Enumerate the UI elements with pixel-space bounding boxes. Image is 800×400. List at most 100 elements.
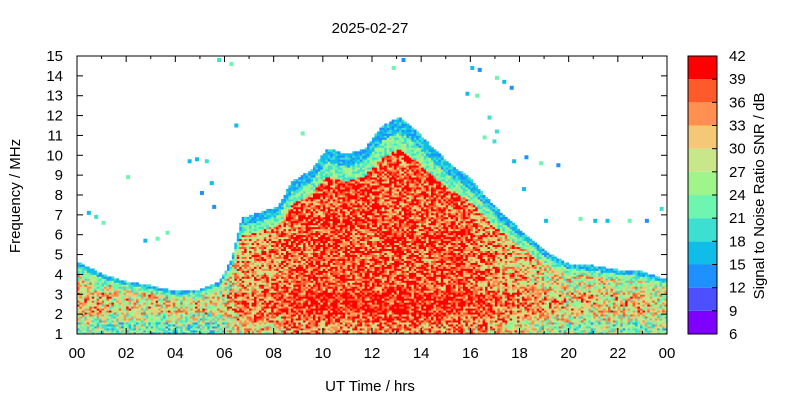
heatmap-cell	[214, 304, 218, 307]
heatmap-cell	[155, 306, 159, 309]
heatmap-cell	[160, 332, 164, 335]
heatmap-cell	[276, 288, 279, 291]
heatmap-cell	[224, 286, 228, 289]
heatmap-cell	[295, 218, 299, 222]
heatmap-cell	[175, 324, 179, 327]
heatmap-cell	[108, 308, 112, 311]
heatmap-cell	[187, 292, 191, 295]
heatmap-cell	[182, 298, 186, 301]
heatmap-cell	[256, 262, 260, 265]
heatmap-cell	[234, 292, 238, 295]
heatmap-cell	[290, 268, 294, 271]
heatmap-cell	[136, 330, 139, 333]
heatmap-cell	[153, 298, 157, 301]
heatmap-cell	[94, 328, 98, 331]
heatmap-cell	[148, 332, 152, 335]
heatmap-cell	[288, 234, 292, 238]
heatmap-cell	[244, 308, 248, 311]
heatmap-cell	[219, 286, 223, 289]
heatmap-cell	[246, 256, 250, 259]
heatmap-cell	[273, 304, 277, 307]
heatmap-cell	[278, 256, 282, 259]
heatmap-cell	[202, 332, 206, 335]
heatmap-cell	[199, 312, 203, 315]
heatmap-cell	[283, 300, 287, 303]
heatmap-cell	[202, 328, 206, 331]
heatmap-cell	[281, 274, 284, 277]
heatmap-cell	[79, 316, 83, 319]
heatmap-cell	[251, 236, 255, 240]
heatmap-cell	[123, 294, 127, 297]
heatmap-cell	[195, 310, 198, 313]
heatmap-cell	[163, 292, 166, 295]
heatmap-cell	[283, 308, 287, 311]
heatmap-cell	[295, 183, 299, 186]
heatmap-cell	[246, 296, 250, 299]
heatmap-cell	[91, 304, 95, 307]
heatmap-cell	[128, 330, 132, 333]
heatmap-cell	[293, 196, 297, 200]
heatmap-cell	[209, 290, 213, 293]
heatmap-cell	[261, 318, 265, 321]
heatmap-cell	[266, 314, 270, 317]
heatmap-cell	[160, 298, 164, 301]
heatmap-cell	[285, 222, 289, 226]
heatmap-cell	[263, 306, 267, 309]
heatmap-cell	[293, 212, 297, 216]
heatmap-cell	[84, 316, 88, 319]
heatmap-cell	[81, 312, 85, 315]
heatmap-cell	[133, 328, 137, 331]
heatmap-cell	[209, 328, 213, 331]
heatmap-cell	[283, 222, 287, 226]
heatmap-cell	[234, 330, 238, 333]
heatmap-cell	[84, 330, 88, 333]
heatmap-cell	[133, 284, 137, 287]
heatmap-cell	[133, 318, 137, 321]
heatmap-cell	[222, 284, 225, 287]
heatmap-cell	[254, 220, 257, 224]
heatmap-cell	[290, 189, 294, 192]
heatmap-cell	[101, 278, 105, 281]
heatmap-cell	[209, 314, 213, 317]
heatmap-cell	[258, 236, 262, 240]
heatmap-cell	[293, 266, 297, 269]
heatmap-cell	[187, 290, 191, 293]
heatmap-cell	[113, 306, 117, 309]
heatmap-cell	[249, 322, 252, 325]
heatmap-cell	[290, 214, 294, 218]
heatmap-cell	[327, 149, 331, 152]
heatmap-cell	[278, 318, 282, 321]
heatmap-cell	[288, 206, 292, 210]
heatmap-cell	[128, 304, 132, 307]
heatmap-cell	[126, 282, 130, 285]
heatmap-cell	[89, 274, 93, 277]
heatmap-cell	[293, 242, 297, 246]
heatmap-cell	[224, 302, 228, 305]
heatmap-cell	[89, 298, 93, 301]
heatmap-cell	[116, 284, 120, 287]
heatmap-cell	[256, 326, 260, 329]
heatmap-cell	[143, 330, 147, 333]
heatmap-cell	[153, 320, 157, 323]
heatmap-cell	[285, 196, 289, 200]
heatmap-cell	[290, 312, 294, 315]
heatmap-cell	[288, 200, 292, 204]
heatmap-cell	[204, 298, 208, 301]
heatmap-cell	[295, 304, 299, 307]
heatmap-cell	[293, 280, 297, 283]
heatmap-cell	[96, 328, 100, 331]
heatmap-cell	[175, 308, 179, 311]
heatmap-cell	[121, 280, 125, 283]
heatmap-cell	[222, 314, 225, 317]
heatmap-cell	[131, 332, 134, 335]
heatmap-cell	[276, 296, 279, 299]
heatmap-cell	[190, 296, 193, 299]
heatmap-cell	[207, 328, 211, 331]
heatmap-cell	[77, 266, 80, 269]
heatmap-cell	[104, 312, 107, 315]
heatmap-cell	[266, 230, 270, 234]
heatmap-cell	[276, 238, 279, 242]
heatmap-cell	[251, 276, 255, 279]
heatmap-cell	[293, 204, 297, 208]
heatmap-cell	[273, 228, 277, 232]
